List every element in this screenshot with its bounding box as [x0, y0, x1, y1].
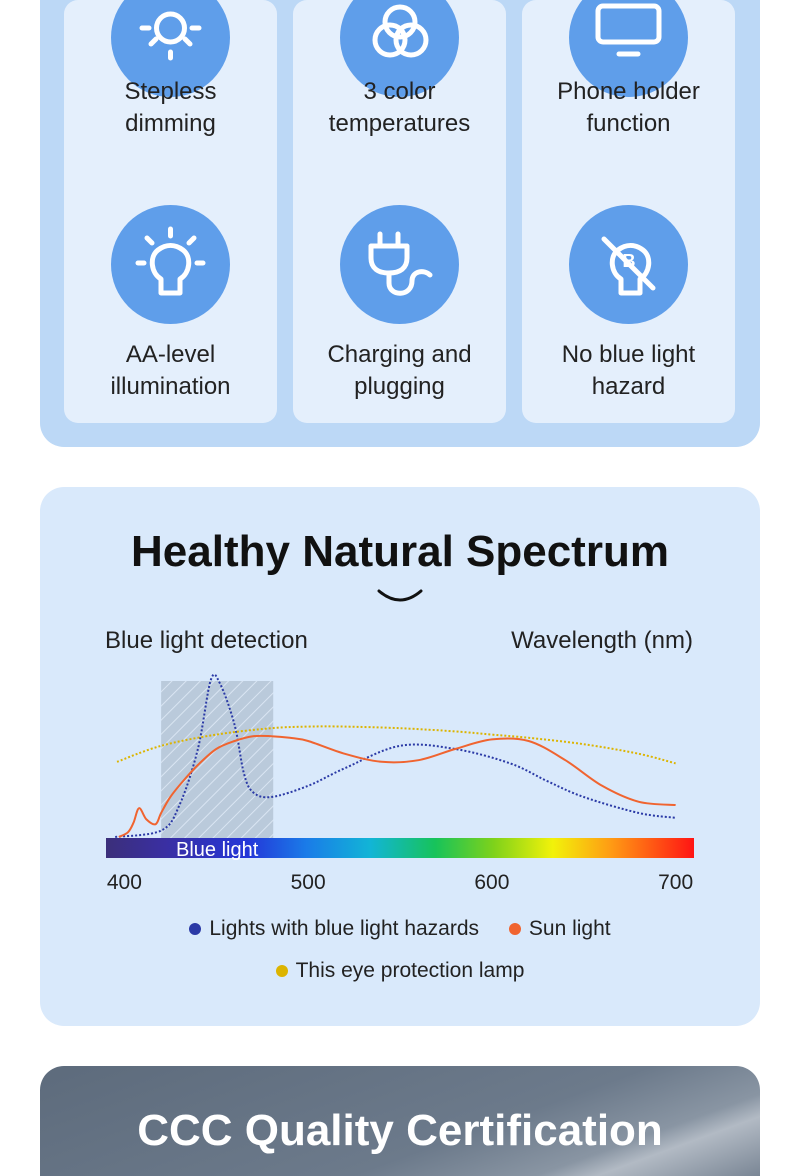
sun-dimming-icon: [111, 0, 230, 97]
legend-dot: [275, 965, 288, 977]
x-tick-label: 500: [291, 871, 326, 894]
ccc-certification-banner: CCC Quality Certification: [40, 1066, 760, 1176]
legend-item-hazard-lights: Lights with blue light hazards: [189, 917, 479, 941]
feature-card-no-blue-light: B No blue light hazard: [522, 181, 735, 423]
y-axis-label: Blue light detection: [105, 627, 308, 654]
band-label: Blue light: [176, 839, 259, 861]
x-axis-label: Wavelength (nm): [511, 627, 693, 654]
blue-light-band: [161, 681, 274, 857]
features-panel: Stepless dimming 3 color temperatures: [40, 0, 760, 447]
feature-label: Stepless dimming: [124, 78, 217, 137]
no-blue-light-icon: B: [569, 205, 688, 324]
legend-row-1: Lights with blue light hazards Sun light: [40, 917, 760, 941]
spectrum-title: Healthy Natural Spectrum: [131, 527, 669, 576]
legend-row-2: This eye protection lamp: [40, 959, 760, 983]
spectrum-panel: Healthy Natural Spectrum Blue light dete…: [40, 487, 760, 1026]
feature-label: AA-level illumination: [110, 341, 231, 400]
feature-label: Charging and plugging: [327, 341, 472, 400]
ccc-title: CCC Quality Certification: [137, 1106, 663, 1155]
color-circles-icon: [340, 0, 459, 97]
x-tick-label: 700: [658, 871, 693, 894]
legend-dot: [189, 923, 202, 935]
feature-label: Phone holder function: [557, 78, 700, 137]
feature-label: 3 color temperatures: [328, 78, 471, 137]
feature-card-aa-illumination: AA-level illumination: [64, 181, 277, 423]
plug-icon: [340, 205, 459, 324]
legend-item-sun-light: Sun light: [508, 917, 611, 941]
spectrum-chart: Blue light 400 500 600 700: [106, 673, 694, 894]
legend-item-eye-protection-lamp: This eye protection lamp: [275, 959, 524, 983]
x-tick-label: 600: [474, 871, 509, 894]
series-line-1: [115, 673, 676, 838]
x-tick-label: 400: [107, 871, 142, 894]
monitor-icon: [569, 0, 688, 97]
lightbulb-icon: [111, 205, 230, 324]
series-line-2: [118, 734, 676, 838]
svg-text:B: B: [623, 251, 636, 271]
feature-card-charging: Charging and plugging: [293, 181, 506, 423]
feature-label: No blue light hazard: [561, 341, 696, 400]
spectrum-color-bar: [106, 838, 694, 858]
smile-decoration: [377, 589, 423, 602]
legend-dot: [508, 923, 521, 935]
